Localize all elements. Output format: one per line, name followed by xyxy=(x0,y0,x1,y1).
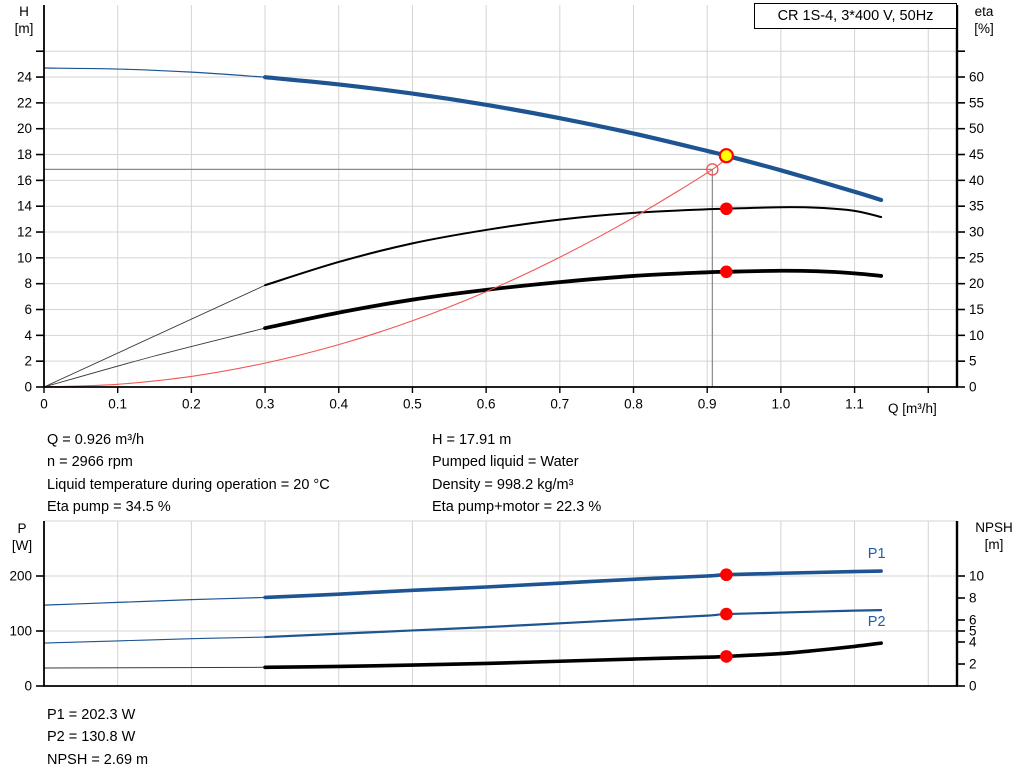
p2-curve-lead xyxy=(43,636,266,644)
info-line-liquid: Pumped liquid = Water xyxy=(432,454,579,471)
eta-pump-motor-curve xyxy=(263,268,884,331)
svg-text:6: 6 xyxy=(24,302,32,317)
svg-text:100: 100 xyxy=(9,624,32,639)
svg-text:20: 20 xyxy=(969,276,984,291)
qh-curve xyxy=(262,75,884,203)
eta-axis-label: eta [%] xyxy=(974,4,994,36)
svg-text:0.5: 0.5 xyxy=(403,397,422,412)
svg-text:0: 0 xyxy=(24,679,32,694)
p-axis-label: P [W] xyxy=(11,521,33,553)
chart-title-box: CR 1S-4, 3*400 V, 50Hz xyxy=(754,3,957,29)
svg-text:25: 25 xyxy=(969,250,984,265)
svg-text:30: 30 xyxy=(969,225,984,240)
duty-value-dot xyxy=(720,265,733,279)
svg-text:10: 10 xyxy=(969,569,984,584)
eta-pump-motor-lead xyxy=(43,327,266,388)
info-line-p1: P1 = 202.3 W xyxy=(47,707,136,723)
qh-curve-lead xyxy=(43,67,266,78)
requested-duty-ring xyxy=(706,163,719,176)
svg-text:14: 14 xyxy=(17,199,33,214)
duty-value-dot xyxy=(720,202,733,216)
svg-text:15: 15 xyxy=(969,302,984,317)
svg-text:8: 8 xyxy=(969,591,977,606)
eta-pump-curve xyxy=(264,206,883,287)
curve-label-p1: P1 xyxy=(868,546,886,562)
eta-pump-lead xyxy=(43,284,266,388)
svg-text:0: 0 xyxy=(40,397,48,412)
power-info-block: P1 = 202.3 W P2 = 130.8 W NPSH = 2.69 m xyxy=(47,704,148,771)
info-line-p2: P2 = 130.8 W xyxy=(47,729,136,746)
svg-text:2: 2 xyxy=(24,354,32,369)
svg-text:1.0: 1.0 xyxy=(771,397,790,412)
svg-text:55: 55 xyxy=(969,95,984,110)
svg-text:60: 60 xyxy=(969,70,984,85)
svg-text:22: 22 xyxy=(17,95,32,110)
svg-text:10: 10 xyxy=(17,250,32,265)
svg-text:18: 18 xyxy=(17,147,32,162)
svg-text:0.9: 0.9 xyxy=(698,397,717,412)
svg-text:0: 0 xyxy=(24,380,32,395)
svg-text:0.6: 0.6 xyxy=(477,397,496,412)
svg-text:4: 4 xyxy=(24,328,32,343)
svg-text:4: 4 xyxy=(969,635,977,650)
svg-text:0.8: 0.8 xyxy=(624,397,643,412)
svg-text:35: 35 xyxy=(969,199,984,214)
npsh-curve xyxy=(263,641,883,670)
svg-text:50: 50 xyxy=(969,121,984,136)
q-axis-label: Q [m³/h] xyxy=(888,401,937,416)
chart-title: CR 1S-4, 3*400 V, 50Hz xyxy=(777,8,934,24)
duty-value-dot xyxy=(720,568,733,582)
svg-text:45: 45 xyxy=(969,147,984,162)
svg-text:1.1: 1.1 xyxy=(845,397,864,412)
info-line-npsh: NPSH = 2.69 m xyxy=(47,751,149,768)
svg-text:0.4: 0.4 xyxy=(329,397,348,412)
curve-label-p2: P2 xyxy=(868,614,886,630)
duty-info-right: H = 17.91 m Pumped liquid = Water Densit… xyxy=(432,429,601,519)
npsh-curve-lead xyxy=(43,666,266,669)
svg-text:0.7: 0.7 xyxy=(550,397,569,412)
svg-text:0.1: 0.1 xyxy=(108,397,127,412)
power-npsh-chart: 0 100 200 0 2 456 8 10 P1 P2 xyxy=(9,520,984,694)
svg-text:0.2: 0.2 xyxy=(182,397,201,412)
svg-text:0: 0 xyxy=(969,380,977,395)
h-axis-label: H [m] xyxy=(14,4,34,36)
svg-text:12: 12 xyxy=(17,225,32,240)
p1-curve xyxy=(263,569,883,600)
svg-text:6: 6 xyxy=(969,613,977,628)
duty-value-dot xyxy=(720,650,733,663)
info-line-h: H = 17.91 m xyxy=(432,432,512,448)
info-line-density: Density = 998.2 kg/m³ xyxy=(432,476,574,493)
svg-text:200: 200 xyxy=(9,569,32,584)
info-line-q: Q = 0.926 m³/h xyxy=(47,432,145,448)
svg-text:2: 2 xyxy=(969,657,977,672)
info-line-n: n = 2966 rpm xyxy=(47,454,133,471)
duty-value-dot xyxy=(720,607,733,621)
duty-info-left: Q = 0.926 m³/h n = 2966 rpm Liquid tempe… xyxy=(47,429,330,519)
head-efficiency-chart: 0246810121416182022240510152025303540455… xyxy=(17,5,984,412)
duty-point-marker xyxy=(718,148,734,164)
info-line-eta-pm: Eta pump+motor = 22.3 % xyxy=(432,499,602,516)
system-curve xyxy=(43,155,727,388)
info-line-temp: Liquid temperature during operation = 20… xyxy=(47,476,330,493)
svg-text:8: 8 xyxy=(24,276,32,291)
svg-text:5: 5 xyxy=(969,624,977,639)
svg-text:24: 24 xyxy=(17,70,33,85)
svg-text:16: 16 xyxy=(17,173,32,188)
npsh-axis-label: NPSH [m] xyxy=(975,520,1013,552)
svg-text:0.3: 0.3 xyxy=(256,397,275,412)
svg-text:40: 40 xyxy=(969,173,984,188)
info-line-eta-pump: Eta pump = 34.5 % xyxy=(47,499,171,516)
svg-text:5: 5 xyxy=(969,354,977,369)
svg-text:10: 10 xyxy=(969,328,984,343)
svg-text:20: 20 xyxy=(17,121,32,136)
p2-curve xyxy=(263,609,883,639)
p1-curve-lead xyxy=(43,596,266,606)
svg-text:0: 0 xyxy=(969,679,977,694)
